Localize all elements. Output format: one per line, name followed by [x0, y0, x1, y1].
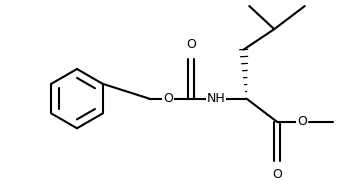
Text: O: O: [272, 168, 282, 181]
Text: O: O: [186, 38, 196, 51]
Text: NH: NH: [206, 92, 225, 105]
Text: O: O: [163, 92, 173, 105]
Text: O: O: [297, 115, 307, 128]
